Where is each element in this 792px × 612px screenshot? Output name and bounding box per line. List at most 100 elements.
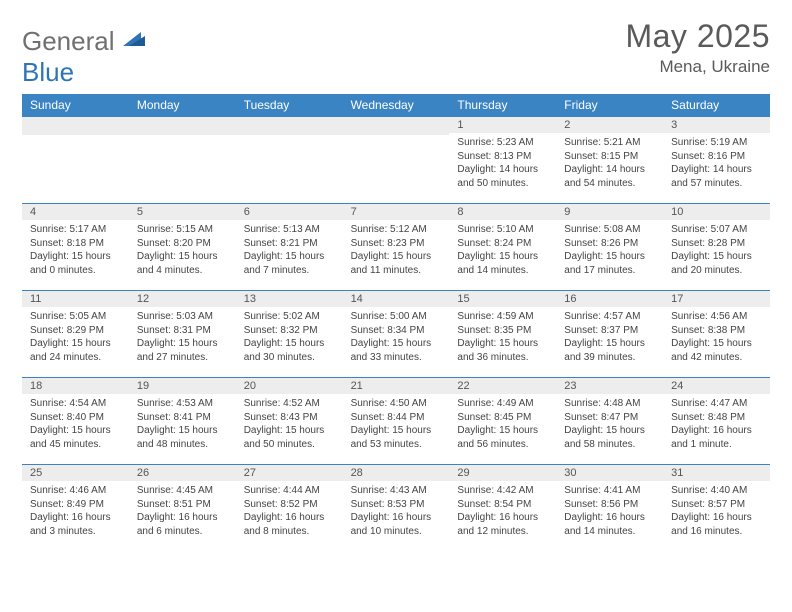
day-number: 24 xyxy=(663,378,770,394)
daylight-line: Daylight: 15 hours and 30 minutes. xyxy=(244,337,335,364)
sunset-line: Sunset: 8:48 PM xyxy=(671,411,762,425)
day-number: 26 xyxy=(129,465,236,481)
day-body: Sunrise: 4:46 AMSunset: 8:49 PMDaylight:… xyxy=(22,481,129,543)
calendar-cell-empty xyxy=(129,116,236,203)
day-number: 21 xyxy=(343,378,450,394)
sunset-line: Sunset: 8:56 PM xyxy=(564,498,655,512)
sunset-line: Sunset: 8:51 PM xyxy=(137,498,228,512)
day-number: 11 xyxy=(22,291,129,307)
day-number: 29 xyxy=(449,465,556,481)
day-body: Sunrise: 4:56 AMSunset: 8:38 PMDaylight:… xyxy=(663,307,770,369)
calendar-cell: 14Sunrise: 5:00 AMSunset: 8:34 PMDayligh… xyxy=(343,290,450,377)
daylight-line: Daylight: 16 hours and 1 minute. xyxy=(671,424,762,451)
day-number: 16 xyxy=(556,291,663,307)
day-number: 14 xyxy=(343,291,450,307)
daylight-line: Daylight: 15 hours and 11 minutes. xyxy=(351,250,442,277)
daylight-line: Daylight: 16 hours and 6 minutes. xyxy=(137,511,228,538)
calendar-cell: 1Sunrise: 5:23 AMSunset: 8:13 PMDaylight… xyxy=(449,116,556,203)
daylight-line: Daylight: 15 hours and 17 minutes. xyxy=(564,250,655,277)
day-number: 27 xyxy=(236,465,343,481)
day-body: Sunrise: 5:23 AMSunset: 8:13 PMDaylight:… xyxy=(449,133,556,195)
logo-triangle-icon xyxy=(123,26,145,46)
day-number-bar xyxy=(129,117,236,135)
day-number: 15 xyxy=(449,291,556,307)
day-number: 28 xyxy=(343,465,450,481)
daylight-line: Daylight: 15 hours and 20 minutes. xyxy=(671,250,762,277)
sunrise-line: Sunrise: 5:05 AM xyxy=(30,310,121,324)
day-body: Sunrise: 5:07 AMSunset: 8:28 PMDaylight:… xyxy=(663,220,770,282)
day-number: 6 xyxy=(236,204,343,220)
day-body: Sunrise: 5:02 AMSunset: 8:32 PMDaylight:… xyxy=(236,307,343,369)
sunrise-line: Sunrise: 4:44 AM xyxy=(244,484,335,498)
day-number: 31 xyxy=(663,465,770,481)
day-body: Sunrise: 4:59 AMSunset: 8:35 PMDaylight:… xyxy=(449,307,556,369)
calendar-cell: 5Sunrise: 5:15 AMSunset: 8:20 PMDaylight… xyxy=(129,203,236,290)
sunrise-line: Sunrise: 4:56 AM xyxy=(671,310,762,324)
calendar-cell-empty xyxy=(22,116,129,203)
day-body: Sunrise: 4:49 AMSunset: 8:45 PMDaylight:… xyxy=(449,394,556,456)
sunset-line: Sunset: 8:43 PM xyxy=(244,411,335,425)
sunrise-line: Sunrise: 4:49 AM xyxy=(457,397,548,411)
day-body: Sunrise: 4:45 AMSunset: 8:51 PMDaylight:… xyxy=(129,481,236,543)
calendar-cell: 11Sunrise: 5:05 AMSunset: 8:29 PMDayligh… xyxy=(22,290,129,377)
day-number: 3 xyxy=(663,117,770,133)
sunset-line: Sunset: 8:13 PM xyxy=(457,150,548,164)
sunset-line: Sunset: 8:54 PM xyxy=(457,498,548,512)
sunrise-line: Sunrise: 5:13 AM xyxy=(244,223,335,237)
sunset-line: Sunset: 8:26 PM xyxy=(564,237,655,251)
day-body: Sunrise: 5:21 AMSunset: 8:15 PMDaylight:… xyxy=(556,133,663,195)
day-number-bar xyxy=(22,117,129,135)
daylight-line: Daylight: 15 hours and 42 minutes. xyxy=(671,337,762,364)
daylight-line: Daylight: 15 hours and 24 minutes. xyxy=(30,337,121,364)
sunrise-line: Sunrise: 4:52 AM xyxy=(244,397,335,411)
brand-text: General Blue xyxy=(22,26,145,88)
calendar-cell: 15Sunrise: 4:59 AMSunset: 8:35 PMDayligh… xyxy=(449,290,556,377)
sunset-line: Sunset: 8:31 PM xyxy=(137,324,228,338)
daylight-line: Daylight: 15 hours and 36 minutes. xyxy=(457,337,548,364)
sunset-line: Sunset: 8:24 PM xyxy=(457,237,548,251)
sunset-line: Sunset: 8:40 PM xyxy=(30,411,121,425)
day-number: 19 xyxy=(129,378,236,394)
day-body xyxy=(129,135,236,143)
day-body: Sunrise: 5:00 AMSunset: 8:34 PMDaylight:… xyxy=(343,307,450,369)
calendar-cell-empty xyxy=(343,116,450,203)
sunrise-line: Sunrise: 4:50 AM xyxy=(351,397,442,411)
daylight-line: Daylight: 15 hours and 50 minutes. xyxy=(244,424,335,451)
daylight-line: Daylight: 14 hours and 57 minutes. xyxy=(671,163,762,190)
daylight-line: Daylight: 16 hours and 10 minutes. xyxy=(351,511,442,538)
sunset-line: Sunset: 8:53 PM xyxy=(351,498,442,512)
day-body xyxy=(343,135,450,143)
sunset-line: Sunset: 8:44 PM xyxy=(351,411,442,425)
day-number-bar xyxy=(343,117,450,135)
calendar-cell: 20 Sunrise: 4:52 AMSunset: 8:43 PMDayligh… xyxy=(236,377,343,464)
sunrise-line: Sunrise: 4:47 AM xyxy=(671,397,762,411)
sunset-line: Sunset: 8:47 PM xyxy=(564,411,655,425)
day-body: Sunrise: 5:03 AMSunset: 8:31 PMDaylight:… xyxy=(129,307,236,369)
calendar-cell: 8Sunrise: 5:10 AMSunset: 8:24 PMDaylight… xyxy=(449,203,556,290)
sunset-line: Sunset: 8:15 PM xyxy=(564,150,655,164)
calendar-weekday-header: SundayMondayTuesdayWednesdayThursdayFrid… xyxy=(22,94,770,116)
day-number: 20 xyxy=(236,378,343,394)
sunset-line: Sunset: 8:57 PM xyxy=(671,498,762,512)
sunset-line: Sunset: 8:37 PM xyxy=(564,324,655,338)
weekday-label: Tuesday xyxy=(236,94,343,116)
day-body: Sunrise: 5:13 AMSunset: 8:21 PMDaylight:… xyxy=(236,220,343,282)
daylight-line: Daylight: 14 hours and 54 minutes. xyxy=(564,163,655,190)
daylight-line: Daylight: 15 hours and 33 minutes. xyxy=(351,337,442,364)
calendar-cell: 30Sunrise: 4:41 AMSunset: 8:56 PMDayligh… xyxy=(556,464,663,551)
day-body: Sunrise: 4:53 AMSunset: 8:41 PMDaylight:… xyxy=(129,394,236,456)
sunrise-line: Sunrise: 4:57 AM xyxy=(564,310,655,324)
day-number: 2 xyxy=(556,117,663,133)
day-number: 17 xyxy=(663,291,770,307)
weekday-label: Saturday xyxy=(663,94,770,116)
brand-text-general: General xyxy=(22,26,115,56)
calendar-cell: 31Sunrise: 4:40 AMSunset: 8:57 PMDayligh… xyxy=(663,464,770,551)
day-body: Sunrise: 4:43 AMSunset: 8:53 PMDaylight:… xyxy=(343,481,450,543)
page-subtitle: Mena, Ukraine xyxy=(625,57,770,77)
sunrise-line: Sunrise: 5:19 AM xyxy=(671,136,762,150)
calendar-cell: 21Sunrise: 4:50 AMSunset: 8:44 PMDayligh… xyxy=(343,377,450,464)
sunset-line: Sunset: 8:52 PM xyxy=(244,498,335,512)
day-number: 30 xyxy=(556,465,663,481)
calendar-cell: 17Sunrise: 4:56 AMSunset: 8:38 PMDayligh… xyxy=(663,290,770,377)
sunrise-line: Sunrise: 4:46 AM xyxy=(30,484,121,498)
